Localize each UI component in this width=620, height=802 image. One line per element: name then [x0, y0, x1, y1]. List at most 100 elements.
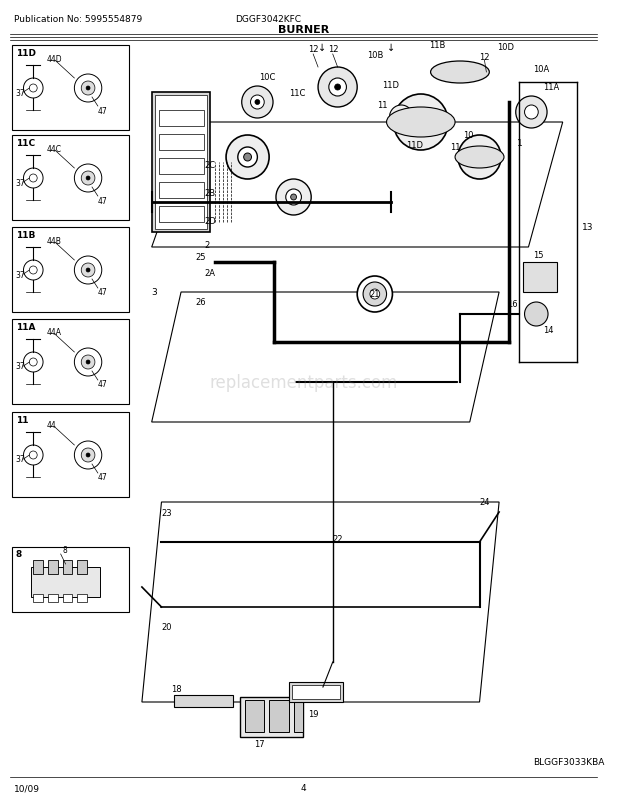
Circle shape — [81, 82, 95, 96]
Text: 11D: 11D — [382, 80, 399, 89]
Text: 3: 3 — [152, 288, 157, 297]
Text: 47: 47 — [98, 288, 108, 297]
Bar — [32, 567, 100, 597]
Circle shape — [81, 172, 95, 186]
Text: 2B: 2B — [205, 188, 216, 197]
Text: 11D: 11D — [16, 50, 36, 59]
Bar — [33, 594, 43, 602]
Circle shape — [86, 176, 90, 180]
Text: 11D: 11D — [406, 140, 423, 149]
Bar — [152, 93, 210, 233]
Polygon shape — [152, 123, 563, 248]
Text: 8: 8 — [63, 546, 68, 555]
Bar — [12, 136, 129, 221]
Text: 11: 11 — [16, 416, 28, 425]
Bar — [159, 111, 203, 127]
Circle shape — [86, 361, 90, 365]
Circle shape — [363, 282, 386, 306]
Circle shape — [525, 302, 548, 326]
Circle shape — [458, 136, 501, 180]
Text: 25: 25 — [196, 253, 206, 262]
Text: 47: 47 — [98, 473, 108, 482]
Text: 37: 37 — [16, 362, 25, 371]
Bar — [294, 700, 303, 732]
Text: 47: 47 — [98, 196, 108, 205]
Circle shape — [29, 452, 37, 460]
Bar — [289, 683, 342, 702]
Text: 44A: 44A — [47, 328, 62, 337]
Text: 8: 8 — [16, 550, 22, 559]
Text: 37: 37 — [16, 270, 25, 279]
Text: replacementparts.com: replacementparts.com — [209, 374, 397, 391]
Text: 1: 1 — [516, 138, 523, 148]
Bar — [63, 561, 73, 574]
Bar — [78, 561, 87, 574]
Polygon shape — [519, 83, 577, 363]
Circle shape — [329, 79, 347, 97]
Text: 44: 44 — [47, 421, 56, 430]
Bar — [12, 412, 129, 497]
Circle shape — [226, 136, 269, 180]
Circle shape — [74, 164, 102, 192]
Bar — [159, 135, 203, 151]
Text: 11: 11 — [377, 100, 388, 109]
Circle shape — [238, 148, 257, 168]
Bar — [174, 695, 233, 707]
Bar — [12, 320, 129, 404]
Circle shape — [416, 118, 426, 128]
Text: 10D: 10D — [497, 43, 514, 52]
Polygon shape — [142, 502, 499, 702]
Bar — [48, 594, 58, 602]
Bar — [523, 263, 557, 293]
Text: 24: 24 — [479, 498, 490, 507]
Circle shape — [81, 264, 95, 277]
Circle shape — [24, 353, 43, 373]
Bar — [12, 547, 129, 612]
Circle shape — [417, 119, 425, 127]
Text: BLGGF3033KBA: BLGGF3033KBA — [533, 758, 604, 767]
Circle shape — [470, 148, 489, 168]
Circle shape — [24, 445, 43, 465]
Circle shape — [291, 195, 296, 200]
Text: 14: 14 — [543, 326, 554, 335]
Text: 37: 37 — [16, 455, 25, 464]
Polygon shape — [152, 293, 499, 423]
Bar — [63, 594, 73, 602]
Circle shape — [29, 267, 37, 274]
Circle shape — [74, 75, 102, 103]
Circle shape — [24, 261, 43, 281]
Text: 11B: 11B — [16, 231, 35, 241]
Text: 23: 23 — [161, 508, 172, 516]
Bar — [48, 561, 58, 574]
Bar — [159, 159, 203, 175]
Bar — [159, 183, 203, 199]
Text: 16: 16 — [507, 300, 518, 309]
Circle shape — [29, 175, 37, 183]
Circle shape — [86, 269, 90, 273]
Text: 37: 37 — [16, 88, 25, 97]
Text: 12: 12 — [479, 54, 490, 63]
Circle shape — [250, 96, 264, 110]
Bar — [78, 594, 87, 602]
Text: 11: 11 — [450, 144, 461, 152]
Circle shape — [394, 95, 448, 151]
Circle shape — [24, 168, 43, 188]
Text: BURNER: BURNER — [278, 25, 329, 35]
Circle shape — [74, 257, 102, 285]
Text: 21: 21 — [370, 290, 380, 299]
Bar — [291, 685, 340, 699]
Circle shape — [81, 355, 95, 370]
Circle shape — [476, 154, 484, 162]
Text: 2C: 2C — [205, 160, 216, 169]
Text: 10C: 10C — [259, 74, 276, 83]
Text: 47: 47 — [98, 380, 108, 389]
Bar — [12, 228, 129, 313]
Text: 10/09: 10/09 — [14, 784, 40, 792]
Text: 18: 18 — [171, 685, 182, 694]
Text: DGGF3042KFC: DGGF3042KFC — [235, 14, 301, 23]
Circle shape — [396, 113, 406, 123]
Text: 11A: 11A — [16, 323, 35, 332]
Text: ↓: ↓ — [386, 43, 395, 53]
Circle shape — [242, 87, 273, 119]
Circle shape — [476, 154, 484, 162]
